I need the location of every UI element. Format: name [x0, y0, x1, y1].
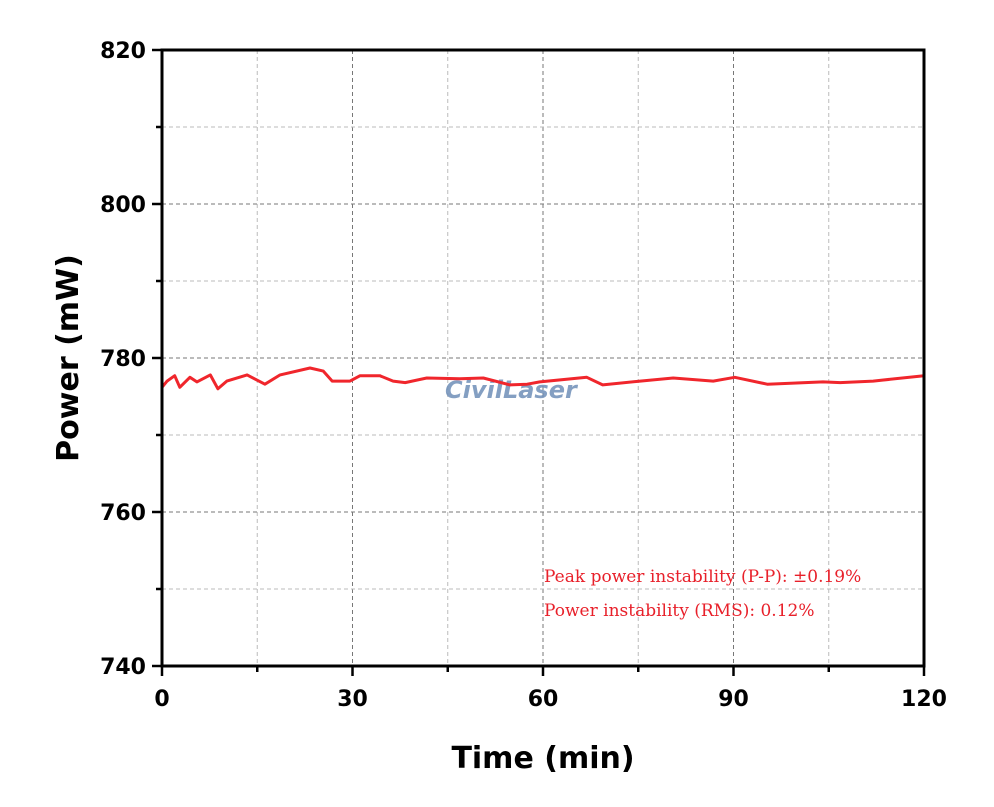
annotation-rms-instability: Power instability (RMS): 0.12%: [544, 601, 815, 621]
x-tick-label: 0: [154, 687, 169, 712]
x-tick-label: 60: [528, 687, 559, 712]
power-series-line: [160, 366, 925, 391]
annotation-peak-instability: Peak power instability (P-P): ±0.19%: [544, 567, 861, 587]
y-tick-label: 780: [100, 347, 146, 372]
axes: [152, 48, 926, 676]
y-tick-label: 820: [100, 39, 146, 64]
y-tick-label: 800: [100, 193, 146, 218]
x-tick-label: 90: [718, 687, 749, 712]
x-axis-label: Time (min): [451, 741, 634, 776]
y-tick-label: 740: [100, 655, 146, 680]
x-tick-label: 120: [901, 687, 947, 712]
y-tick-label: 760: [100, 501, 146, 526]
grid: [162, 50, 924, 666]
x-tick-label: 30: [337, 687, 368, 712]
y-axis-label: Power (mW): [51, 254, 86, 462]
series-layer: [160, 366, 925, 391]
tick-labels: 0 30 60 90 120 740 760 780 800 820: [100, 39, 947, 712]
